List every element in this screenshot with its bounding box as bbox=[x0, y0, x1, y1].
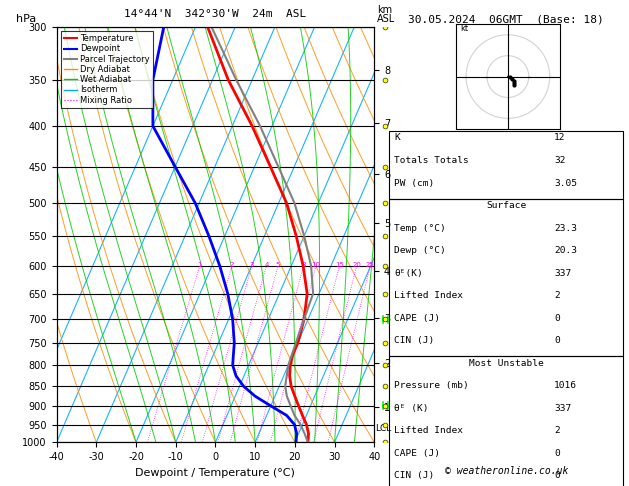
Text: θᴱ (K): θᴱ (K) bbox=[394, 403, 428, 413]
Text: 2: 2 bbox=[230, 261, 234, 268]
Text: 2: 2 bbox=[554, 426, 560, 435]
Text: 20.3: 20.3 bbox=[554, 246, 577, 255]
X-axis label: Dewpoint / Temperature (°C): Dewpoint / Temperature (°C) bbox=[135, 468, 296, 478]
Text: 8: 8 bbox=[301, 261, 306, 268]
Text: 15: 15 bbox=[335, 261, 344, 268]
Text: Lifted Index: Lifted Index bbox=[394, 291, 463, 300]
Text: © weatheronline.co.uk: © weatheronline.co.uk bbox=[445, 467, 568, 476]
Bar bbox=[389, 356, 623, 486]
Legend: Temperature, Dewpoint, Parcel Trajectory, Dry Adiabat, Wet Adiabat, Isotherm, Mi: Temperature, Dewpoint, Parcel Trajectory… bbox=[61, 31, 153, 108]
Text: θᴱ(K): θᴱ(K) bbox=[394, 269, 423, 278]
Text: LCL: LCL bbox=[376, 424, 392, 433]
Text: Totals Totals: Totals Totals bbox=[394, 156, 469, 165]
Text: 0: 0 bbox=[554, 449, 560, 458]
Text: Pressure (mb): Pressure (mb) bbox=[394, 381, 469, 390]
Text: Dewp (°C): Dewp (°C) bbox=[394, 246, 446, 255]
Text: 12: 12 bbox=[554, 134, 565, 142]
Text: 1016: 1016 bbox=[554, 381, 577, 390]
Text: Most Unstable: Most Unstable bbox=[469, 359, 543, 367]
Text: kt: kt bbox=[460, 23, 468, 33]
Text: 337: 337 bbox=[554, 403, 571, 413]
Text: 0: 0 bbox=[554, 313, 560, 323]
Text: Temp (°C): Temp (°C) bbox=[394, 224, 446, 232]
Text: 23.3: 23.3 bbox=[554, 224, 577, 232]
Text: CIN (J): CIN (J) bbox=[394, 336, 434, 345]
Text: 14°44'N  342°30'W  24m  ASL: 14°44'N 342°30'W 24m ASL bbox=[125, 9, 306, 19]
Text: 337: 337 bbox=[554, 269, 571, 278]
Text: Lifted Index: Lifted Index bbox=[394, 426, 463, 435]
Text: 3.05: 3.05 bbox=[554, 178, 577, 188]
Text: 4: 4 bbox=[264, 261, 269, 268]
Text: 1: 1 bbox=[198, 261, 202, 268]
Text: CAPE (J): CAPE (J) bbox=[394, 313, 440, 323]
Bar bbox=[389, 131, 623, 199]
Text: 0: 0 bbox=[554, 336, 560, 345]
Text: 10: 10 bbox=[311, 261, 320, 268]
Text: K: K bbox=[394, 134, 400, 142]
Text: 25: 25 bbox=[366, 261, 374, 268]
Text: 32: 32 bbox=[554, 156, 565, 165]
Text: CAPE (J): CAPE (J) bbox=[394, 449, 440, 458]
Text: 20: 20 bbox=[352, 261, 361, 268]
Text: hPa: hPa bbox=[16, 14, 36, 24]
Text: km
ASL: km ASL bbox=[377, 5, 396, 24]
Text: 0: 0 bbox=[554, 471, 560, 480]
Bar bbox=[389, 199, 623, 356]
Text: 30.05.2024  06GMT  (Base: 18): 30.05.2024 06GMT (Base: 18) bbox=[408, 15, 604, 24]
Text: CIN (J): CIN (J) bbox=[394, 471, 434, 480]
Text: 5: 5 bbox=[276, 261, 280, 268]
Text: 3: 3 bbox=[250, 261, 254, 268]
Text: PW (cm): PW (cm) bbox=[394, 178, 434, 188]
Text: Surface: Surface bbox=[486, 201, 526, 210]
Text: 2: 2 bbox=[554, 291, 560, 300]
